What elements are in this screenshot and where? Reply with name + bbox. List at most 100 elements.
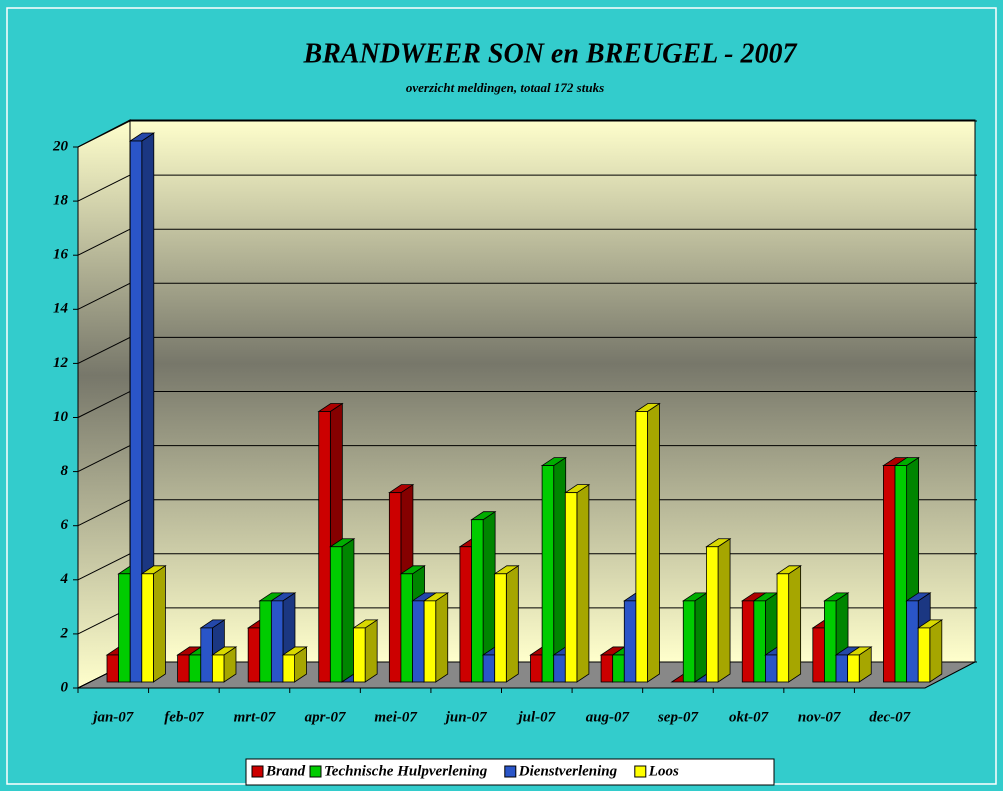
bar-front [259, 600, 272, 683]
bar-front [541, 465, 555, 683]
x-tick-label: mrt-07 [234, 709, 276, 725]
legend-swatch [251, 765, 264, 778]
x-tick-label: feb-07 [164, 709, 204, 725]
legend-swatch [504, 765, 517, 778]
bar [775, 565, 802, 683]
bar-front [883, 465, 896, 683]
bar-front [177, 654, 190, 683]
legend-items: Brand Technische Hulpverlening Dienstverle… [251, 763, 679, 779]
bar [681, 592, 709, 683]
y-tick-label: 6 [61, 517, 69, 533]
bar-front [812, 627, 825, 683]
bar-front [400, 573, 413, 683]
bar [140, 565, 167, 683]
legend-swatch [309, 765, 322, 778]
bar-front [765, 654, 778, 683]
bar [352, 619, 379, 683]
x-tick-label: aug-07 [586, 709, 630, 725]
bar-front [612, 654, 625, 683]
bar-front [482, 654, 496, 683]
bar-front [753, 600, 766, 683]
legend-label: Dienstverlening [518, 763, 618, 779]
bar-front [741, 600, 755, 683]
bar [705, 538, 732, 683]
bar-front [318, 411, 331, 683]
bar-front [106, 654, 120, 683]
bar-front [906, 600, 919, 683]
bar-side [717, 538, 731, 683]
bar-front [270, 600, 284, 683]
bar-front [600, 654, 614, 683]
y-tick-label: 10 [53, 409, 69, 425]
bar-front [423, 600, 437, 683]
bar-side [435, 592, 449, 683]
bar-front [412, 600, 425, 683]
bar-side [364, 619, 378, 683]
bar-side [788, 565, 802, 683]
x-tick-label: okt-07 [729, 709, 769, 725]
bar-front [471, 519, 484, 683]
x-tick-label: dec-07 [869, 709, 910, 725]
bar-front [388, 492, 402, 683]
grid-line [77, 120, 977, 148]
bar-front [847, 654, 860, 683]
bar [422, 592, 450, 683]
bar [329, 538, 356, 683]
bar-front [894, 465, 908, 683]
bar-front [200, 627, 213, 683]
chart-subtitle: overzicht meldingen, totaal 172 stuks [406, 80, 604, 95]
bar [281, 646, 308, 683]
bar-side [152, 565, 166, 683]
bar-front [129, 140, 143, 683]
bar [493, 565, 520, 683]
bar-front [623, 600, 637, 683]
bar-front [564, 492, 578, 683]
y-tick-label: 12 [53, 355, 69, 371]
bar-side [647, 402, 660, 683]
bar-front [917, 627, 931, 683]
y-tick-label: 2 [60, 625, 69, 641]
bar-front [635, 411, 648, 683]
legend-label: Brand [265, 763, 306, 779]
bar-front [211, 654, 225, 683]
bar-front [353, 627, 366, 683]
y-tick-label: 4 [60, 571, 69, 587]
bar-side [929, 619, 943, 683]
chart-title: BRANDWEER SON en BREUGEL - 2007 [303, 38, 798, 69]
y-tick-label: 20 [52, 138, 69, 154]
y-tick-label: 18 [53, 193, 69, 209]
bar [634, 402, 661, 683]
x-tick-label: nov-07 [798, 709, 841, 725]
bar-front [530, 654, 543, 683]
bar-side [341, 538, 355, 683]
x-tick-label: jul-07 [516, 709, 555, 725]
y-tick-label: 14 [53, 301, 69, 317]
plot: 0 2 4 6 8 10 12 14 16 18 20 jan-07 feb-07 mrt-07 apr-0… [52, 120, 977, 725]
bar [211, 646, 238, 683]
bar [563, 483, 591, 683]
y-tick-label: 8 [61, 463, 69, 479]
bar-front [459, 546, 472, 683]
bar-front [706, 546, 719, 683]
legend-label: Loos [648, 763, 679, 779]
bar [846, 646, 873, 683]
x-tick-label: apr-07 [305, 709, 346, 725]
bar-side [505, 565, 519, 683]
bar-side [694, 592, 708, 683]
bar-front [247, 627, 261, 683]
bar-front [494, 573, 507, 683]
bar-front [118, 573, 131, 683]
y-tick-label: 16 [53, 247, 69, 263]
bar [540, 456, 568, 683]
x-tick-label: jan-07 [91, 709, 134, 725]
bar-front [282, 654, 295, 683]
bar-front [329, 546, 343, 683]
x-tick-label: jun-07 [444, 709, 487, 725]
bar [916, 619, 944, 683]
bar-side [576, 483, 590, 683]
bar-front [824, 600, 837, 683]
legend-swatch [634, 765, 647, 778]
bar-front [553, 654, 566, 683]
bar-front [776, 573, 790, 683]
